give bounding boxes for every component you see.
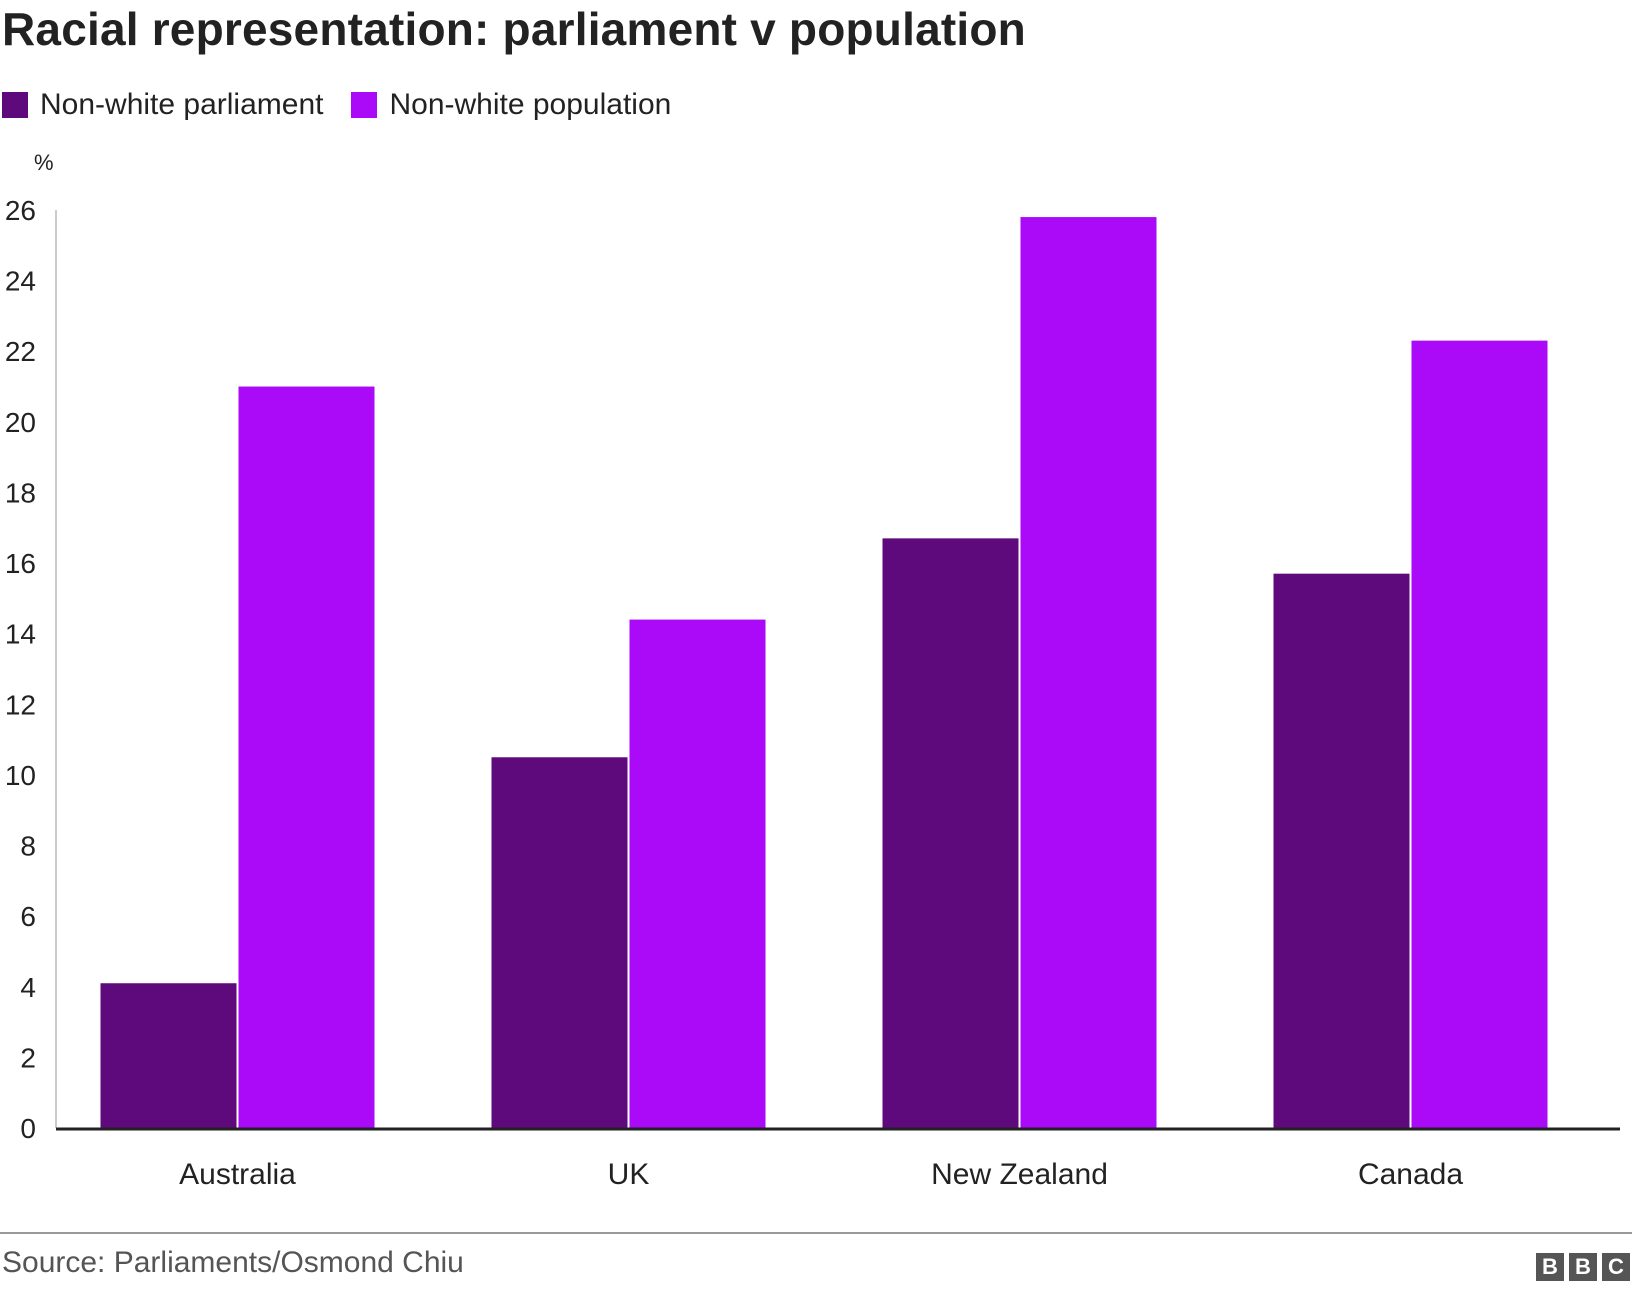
legend-swatch-population <box>351 92 378 118</box>
chart-title: Racial representation: parliament v popu… <box>2 3 1026 55</box>
y-tick-label: 12 <box>5 689 36 720</box>
y-tick-label: 24 <box>5 266 36 297</box>
y-unit-label: % <box>34 150 54 175</box>
legend-item-parliament: Non-white parliament <box>2 88 323 122</box>
legend-label-population: Non-white population <box>389 88 672 121</box>
x-tick-label: UK <box>608 1158 650 1190</box>
legend: Non-white parliament Non-white populatio… <box>2 88 699 122</box>
y-tick-label: 0 <box>20 1113 36 1144</box>
x-tick-label: New Zealand <box>931 1158 1108 1190</box>
y-tick-label: 8 <box>20 831 36 862</box>
y-tick-label: 20 <box>5 407 36 438</box>
legend-label-parliament: Non-white parliament <box>40 88 324 121</box>
logo-letter-b1: B <box>1536 1253 1564 1281</box>
legend-swatch-parliament <box>2 92 28 118</box>
bar-population-new-zealand <box>1020 217 1157 1129</box>
footer-divider <box>0 1232 1632 1234</box>
bar-population-uk <box>629 619 766 1128</box>
bar-population-canada <box>1411 340 1548 1129</box>
logo-letter-b2: B <box>1569 1253 1597 1281</box>
bars <box>100 217 1548 1129</box>
y-tick-label: 2 <box>20 1042 36 1073</box>
y-tick-label: 4 <box>20 972 36 1003</box>
bar-parliament-australia <box>100 983 237 1128</box>
y-tick-label: 6 <box>20 901 36 932</box>
y-tick-label: 18 <box>5 477 36 508</box>
y-tick-label: 26 <box>5 195 36 226</box>
x-axis: Australia UK New Zealand Canada <box>56 1127 1620 1190</box>
x-tick-label: Canada <box>1358 1158 1463 1190</box>
bar-population-australia <box>238 386 375 1128</box>
y-tick-label: 14 <box>5 619 36 650</box>
x-tick-label: Australia <box>179 1158 296 1190</box>
legend-item-population: Non-white population <box>351 88 671 122</box>
bar-parliament-canada <box>1273 573 1410 1128</box>
bar-parliament-uk <box>491 757 628 1128</box>
bbc-logo: B B C <box>1536 1253 1630 1281</box>
y-tick-label: 16 <box>5 548 36 579</box>
y-tick-label: 22 <box>5 336 36 367</box>
y-tick-label: 10 <box>5 760 36 791</box>
bar-parliament-new-zealand <box>882 538 1019 1128</box>
source-note: Source: Parliaments/Osmond Chiu <box>2 1246 464 1279</box>
logo-letter-c: C <box>1602 1253 1630 1281</box>
